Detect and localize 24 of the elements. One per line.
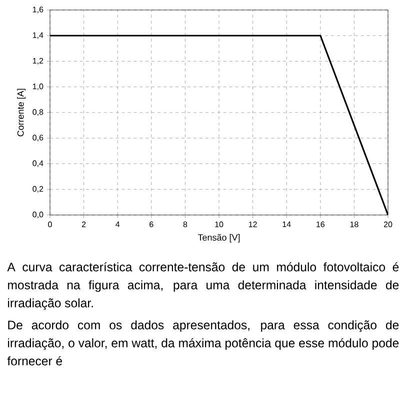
x-tick-label: 0: [48, 222, 52, 228]
x-tick-label: 16: [316, 222, 324, 228]
y-tick-label: 0,8: [32, 109, 44, 116]
x-axis-title: Tensão [V]: [198, 234, 240, 242]
x-tick-label: 18: [350, 222, 358, 228]
y-tick-label: 0,2: [32, 186, 44, 193]
x-tick-label: 12: [248, 222, 257, 228]
y-tick-label: 1,6: [32, 6, 44, 14]
y-tick-label: 0,0: [32, 212, 44, 218]
y-tick-label: 1,2: [32, 58, 44, 65]
y-tick-label: 0,6: [32, 134, 44, 142]
y-axis-title: Corrente [A]: [17, 88, 26, 136]
x-tick-label: 6: [150, 222, 154, 228]
y-tick-label: 1,4: [32, 32, 44, 39]
text: A curva característica corrente-tensão de um módulo fotovoltaico é mostrada na figura acima, para uma determinada intensidade de irradiação solar.: [7, 262, 399, 310]
x-tick-label: 10: [215, 222, 224, 228]
x-tick-label: 14: [282, 222, 291, 228]
text: De acordo com os dados apresentados, para essa condição de irradiação, o valor, em watt, da máxima potência que esse módulo pode fornecer é: [7, 320, 399, 366]
x-tick-label: 20: [384, 222, 392, 228]
y-tick-label: 1,0: [32, 84, 44, 90]
x-tick-label: 8: [183, 222, 188, 228]
x-tick-label: 2: [82, 222, 86, 228]
x-tick-label: 4: [116, 222, 120, 228]
y-tick-label: 0,4: [32, 160, 44, 168]
